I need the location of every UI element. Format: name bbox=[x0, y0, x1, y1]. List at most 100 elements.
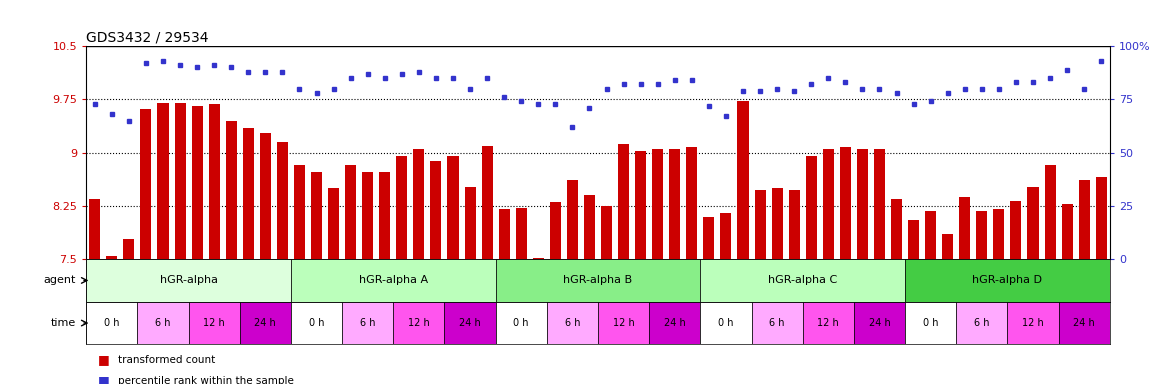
Bar bbox=[704, 217, 714, 259]
Bar bbox=[260, 133, 271, 259]
Text: 24 h: 24 h bbox=[459, 318, 481, 328]
Text: 0 h: 0 h bbox=[923, 318, 938, 328]
Bar bbox=[444, 302, 496, 344]
Bar bbox=[208, 104, 220, 259]
Bar bbox=[138, 302, 189, 344]
Text: 0 h: 0 h bbox=[514, 318, 529, 328]
Bar bbox=[857, 149, 868, 259]
Bar bbox=[328, 188, 339, 259]
Bar bbox=[905, 302, 957, 344]
Bar bbox=[1007, 302, 1059, 344]
Bar bbox=[90, 199, 100, 259]
Bar bbox=[1044, 166, 1056, 259]
Bar bbox=[482, 146, 492, 259]
Text: 12 h: 12 h bbox=[408, 318, 430, 328]
Bar bbox=[393, 302, 444, 344]
Bar bbox=[752, 302, 803, 344]
Text: 12 h: 12 h bbox=[204, 318, 225, 328]
Text: hGR-alpha B: hGR-alpha B bbox=[564, 275, 632, 285]
Text: percentile rank within the sample: percentile rank within the sample bbox=[118, 376, 294, 384]
Bar bbox=[413, 149, 424, 259]
Text: 0 h: 0 h bbox=[309, 318, 324, 328]
Text: 12 h: 12 h bbox=[818, 318, 840, 328]
Bar bbox=[584, 195, 595, 259]
Text: GDS3432 / 29534: GDS3432 / 29534 bbox=[86, 30, 209, 44]
Bar bbox=[1059, 302, 1110, 344]
Text: agent: agent bbox=[44, 275, 76, 285]
Bar bbox=[158, 103, 169, 259]
Bar bbox=[496, 259, 700, 302]
Bar bbox=[822, 149, 834, 259]
Text: 24 h: 24 h bbox=[664, 318, 685, 328]
Bar bbox=[772, 188, 783, 259]
Text: hGR-alpha A: hGR-alpha A bbox=[359, 275, 428, 285]
Bar bbox=[700, 259, 905, 302]
Bar bbox=[598, 302, 649, 344]
Bar bbox=[905, 259, 1110, 302]
Text: 0 h: 0 h bbox=[719, 318, 734, 328]
Bar bbox=[618, 144, 629, 259]
Bar bbox=[547, 302, 598, 344]
Bar bbox=[669, 149, 681, 259]
Text: 6 h: 6 h bbox=[769, 318, 784, 328]
Bar bbox=[465, 187, 476, 259]
Bar bbox=[994, 209, 1004, 259]
Bar bbox=[192, 106, 202, 259]
Text: 24 h: 24 h bbox=[1073, 318, 1095, 328]
Bar bbox=[447, 156, 459, 259]
Bar bbox=[123, 239, 135, 259]
Bar bbox=[397, 156, 407, 259]
Bar bbox=[430, 161, 442, 259]
Bar bbox=[789, 190, 799, 259]
Text: transformed count: transformed count bbox=[118, 355, 216, 365]
Text: 6 h: 6 h bbox=[155, 318, 170, 328]
Text: 6 h: 6 h bbox=[360, 318, 375, 328]
Bar bbox=[291, 259, 496, 302]
Bar bbox=[1061, 204, 1073, 259]
Bar bbox=[86, 302, 138, 344]
Bar bbox=[345, 166, 356, 259]
Bar bbox=[737, 101, 749, 259]
Bar bbox=[957, 302, 1007, 344]
Bar bbox=[243, 128, 254, 259]
Bar bbox=[240, 302, 291, 344]
Bar bbox=[362, 172, 374, 259]
Bar bbox=[291, 302, 343, 344]
Bar bbox=[550, 202, 561, 259]
Bar bbox=[86, 259, 291, 302]
Text: ■: ■ bbox=[98, 353, 109, 366]
Text: time: time bbox=[51, 318, 76, 328]
Bar bbox=[925, 211, 936, 259]
Bar bbox=[294, 166, 305, 259]
Bar bbox=[652, 149, 664, 259]
Bar bbox=[908, 220, 919, 259]
Bar bbox=[959, 197, 971, 259]
Bar bbox=[106, 256, 117, 259]
Bar bbox=[1011, 201, 1021, 259]
Bar bbox=[687, 147, 697, 259]
Text: 6 h: 6 h bbox=[565, 318, 580, 328]
Bar bbox=[891, 199, 902, 259]
Bar bbox=[853, 302, 905, 344]
Bar bbox=[1096, 177, 1106, 259]
Bar bbox=[635, 151, 646, 259]
Bar bbox=[976, 211, 988, 259]
Bar bbox=[874, 149, 886, 259]
Bar bbox=[277, 142, 288, 259]
Bar bbox=[567, 180, 578, 259]
Text: hGR-alpha D: hGR-alpha D bbox=[973, 275, 1042, 285]
Bar bbox=[700, 302, 752, 344]
Text: 24 h: 24 h bbox=[868, 318, 890, 328]
Bar bbox=[175, 103, 185, 259]
Bar bbox=[1027, 187, 1038, 259]
Bar bbox=[942, 234, 953, 259]
Bar bbox=[650, 302, 700, 344]
Text: ■: ■ bbox=[98, 374, 109, 384]
Text: 12 h: 12 h bbox=[613, 318, 635, 328]
Bar bbox=[140, 109, 152, 259]
Bar bbox=[803, 302, 853, 344]
Bar bbox=[380, 172, 390, 259]
Bar bbox=[496, 302, 547, 344]
Bar bbox=[720, 213, 731, 259]
Text: 6 h: 6 h bbox=[974, 318, 989, 328]
